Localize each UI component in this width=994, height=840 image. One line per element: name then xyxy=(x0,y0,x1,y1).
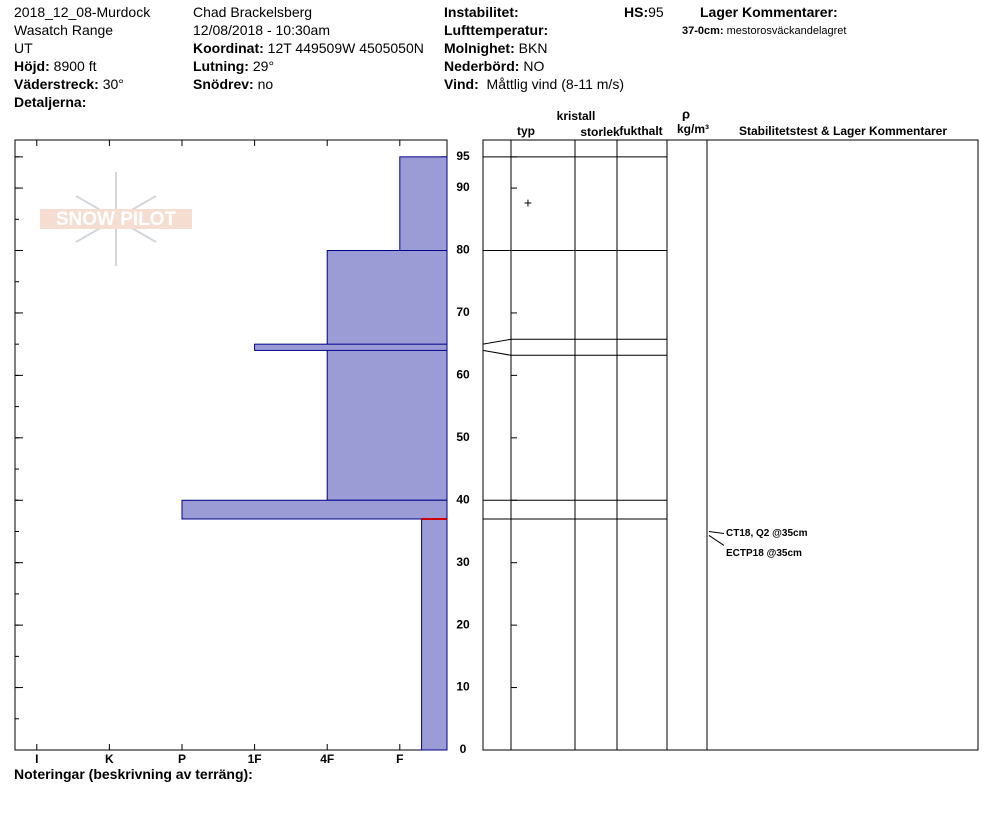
grain-symbol: + xyxy=(524,194,532,210)
column-header: Stabilitetstest & Lager Kommentarer xyxy=(739,124,947,138)
x-tick-label: I xyxy=(35,752,38,766)
label: Instabilitet: xyxy=(444,4,519,20)
field: Höjd: 8900 ft xyxy=(14,58,96,74)
y-tick-label: 50 xyxy=(456,430,470,444)
column-header: ρ xyxy=(682,106,690,121)
logo: SNOW PILOT xyxy=(40,172,192,266)
observer: Chad Brackelsberg xyxy=(193,4,313,20)
y-tick-label: 95 xyxy=(456,149,470,163)
x-tick-label: F xyxy=(396,752,403,766)
x-tick-label: 4F xyxy=(320,752,334,766)
value: 12T 449509W 4505050N xyxy=(267,40,424,56)
layer-connector xyxy=(482,338,512,345)
x-tick-label: P xyxy=(178,752,186,766)
label: Vind: xyxy=(444,76,479,92)
y-tick-label: 20 xyxy=(456,617,470,631)
column-header: kristall xyxy=(557,109,596,123)
test-arrow xyxy=(708,535,725,546)
field: Vind: Måttlig vind (8-11 m/s) xyxy=(444,76,624,92)
column-lines xyxy=(510,140,708,750)
label: Koordinat: xyxy=(193,40,264,56)
value: NO xyxy=(523,58,545,74)
value: 30° xyxy=(102,76,124,92)
layer-bar xyxy=(181,499,448,520)
label: Snödrev: xyxy=(193,76,254,92)
date: 12/08/2018 - 10:30am xyxy=(193,22,330,38)
field: HS:95 xyxy=(624,4,664,20)
field: Nederbörd: NO xyxy=(444,58,544,74)
field: 37-0cm: mestorosväckandelagret xyxy=(682,23,846,39)
field: Snödrev: no xyxy=(193,76,273,92)
label: Höjd: xyxy=(14,58,50,74)
column-header: storlek xyxy=(580,125,620,139)
test-label: CT18, Q2 @35cm xyxy=(726,528,808,539)
x-tick-label: 1F xyxy=(248,752,262,766)
field: Lutning: 29° xyxy=(193,58,274,74)
y-tick-label: 30 xyxy=(456,555,470,569)
label: Lutning: xyxy=(193,58,249,74)
y-tick-label: 40 xyxy=(456,492,470,506)
y-tick-label: 70 xyxy=(456,305,470,319)
y-tick-label: 90 xyxy=(456,180,470,194)
label: Väderstreck: xyxy=(14,76,99,92)
column-header: typ xyxy=(517,124,535,138)
value: mestorosväckandelagret xyxy=(726,25,847,37)
label: 37-0cm: xyxy=(682,25,724,37)
value: 29° xyxy=(252,58,275,74)
layer-bar xyxy=(254,343,448,351)
label: Lager Kommentarer: xyxy=(700,4,838,20)
frame xyxy=(482,139,979,751)
layer-bar xyxy=(326,250,448,501)
column-header: fukthalt xyxy=(619,124,662,138)
test-arrow xyxy=(708,530,725,534)
label: HS: xyxy=(624,4,649,20)
state: UT xyxy=(14,40,33,56)
range: Wasatch Range xyxy=(14,22,114,38)
label: Nederbörd: xyxy=(444,58,520,74)
x-tick-label: K xyxy=(105,752,114,766)
value: 8900 ft xyxy=(53,58,97,74)
value: Måttlig vind (8-11 m/s) xyxy=(486,76,624,92)
layer-connector xyxy=(482,349,512,356)
value: no xyxy=(257,76,274,92)
field: Molnighet: BKN xyxy=(444,40,547,56)
column-header: kg/m³ xyxy=(677,122,709,136)
layer-bar xyxy=(399,156,448,252)
label: Detaljerna: xyxy=(14,94,87,110)
label: Molnighet: xyxy=(444,40,515,56)
site: 2018_12_08-Murdock xyxy=(14,4,151,20)
value: BKN xyxy=(518,40,548,56)
footer: Noteringar (beskrivning av terräng): xyxy=(14,766,253,782)
field: Koordinat: 12T 449509W 4505050N xyxy=(193,40,424,56)
y-tick-label: 10 xyxy=(456,680,470,694)
y-tick-label: 80 xyxy=(456,243,470,257)
logo-text: SNOW PILOT xyxy=(56,209,177,230)
y-tick-label: 60 xyxy=(456,368,470,382)
field: Väderstreck: 30° xyxy=(14,76,124,92)
value: 95 xyxy=(648,4,664,20)
y-tick-label: 0 xyxy=(460,742,467,756)
label: Lufttemperatur: xyxy=(444,22,549,38)
layer-bar xyxy=(421,518,448,751)
test-label: ECTP18 @35cm xyxy=(726,548,802,559)
